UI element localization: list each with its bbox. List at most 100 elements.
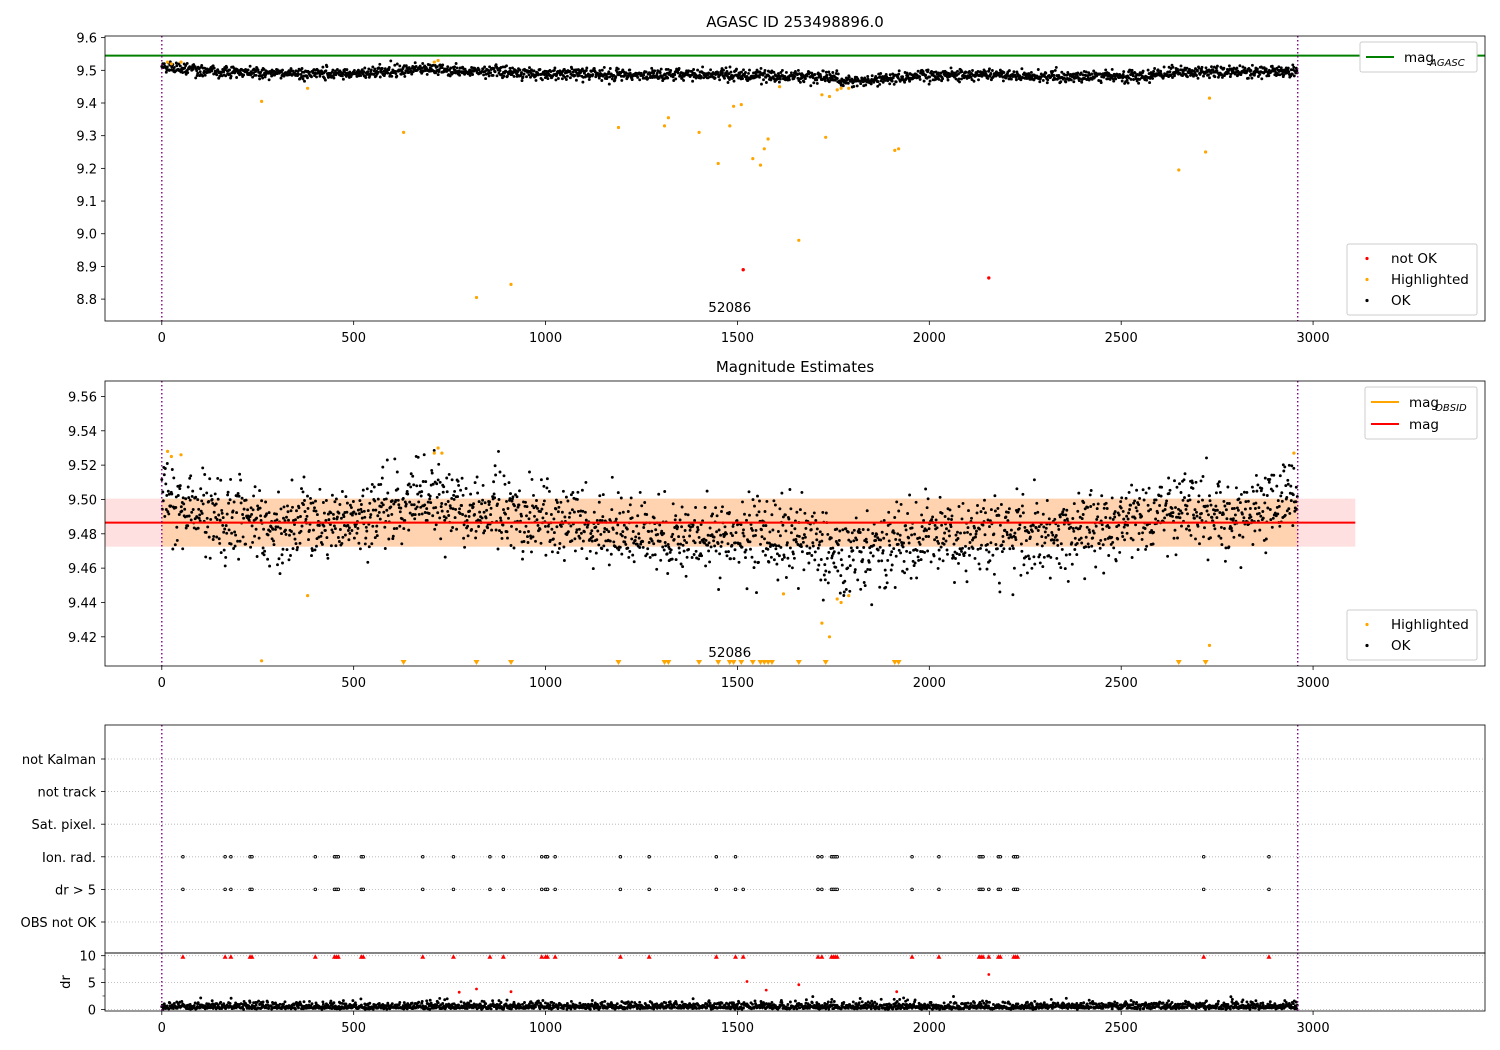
mag-ok-point	[1159, 494, 1163, 498]
mag-ok-point	[934, 518, 938, 522]
mag-ok-point	[1277, 504, 1281, 508]
mag-ok-point	[815, 538, 819, 542]
agasc-ok-point	[949, 66, 953, 70]
mag-ok-point	[375, 534, 379, 538]
mag-ok-point	[539, 510, 542, 514]
mag-ok-point	[204, 555, 208, 559]
mag-ok-point	[1072, 529, 1076, 533]
mag-ok-point	[232, 547, 236, 550]
mag-ok-point	[777, 554, 781, 558]
mag-ok-point	[308, 528, 311, 532]
mag-ok-point	[250, 524, 254, 528]
mag-ok-point	[521, 550, 525, 553]
mag-ok-point	[919, 558, 923, 562]
agasc-ok-point	[807, 70, 811, 74]
mag-ok-point	[242, 507, 246, 511]
agasc-ok-point	[413, 61, 417, 65]
agasc-ok-point	[276, 68, 279, 72]
mag-ok-point	[609, 552, 613, 556]
mag-ok-point	[960, 549, 963, 553]
mag-ok-point	[1244, 500, 1248, 504]
mag-ok-point	[1011, 547, 1015, 550]
mag-ok-point	[481, 483, 485, 487]
mag-ok-point	[905, 567, 909, 571]
mag-ok-point	[831, 546, 835, 550]
mag-ok-point	[764, 524, 768, 528]
flag-event-marker	[835, 887, 839, 892]
flag-event-marker	[835, 855, 839, 859]
mag-ok-point	[816, 546, 820, 550]
agasc-ok-point	[760, 82, 763, 86]
agasc-ok-point	[777, 74, 781, 78]
mag-ok-point	[436, 511, 440, 515]
mag-ok-point	[219, 478, 223, 482]
mag-ok-point	[643, 501, 647, 504]
mag-ok-point	[511, 495, 515, 499]
mag-ok-point	[364, 536, 368, 540]
mag-ok-point	[1290, 464, 1294, 468]
mag-ok-point	[811, 541, 815, 545]
agasc-ok-point	[879, 79, 883, 83]
mag-ok-point	[575, 497, 579, 501]
mag-ok-point	[332, 524, 336, 528]
mag-ok-point	[469, 492, 473, 496]
agasc-ok-point	[471, 73, 475, 76]
mag-ok-point	[1227, 545, 1231, 549]
mag-ok-point	[220, 508, 224, 512]
flag-event-marker	[1201, 855, 1206, 859]
agasc-ok-point	[491, 73, 495, 77]
agasc-ok-point	[758, 70, 762, 74]
mag-ok-point	[629, 496, 633, 500]
agasc-ok-point	[1260, 77, 1264, 81]
mag-ok-point	[333, 500, 337, 504]
agasc-ok-point	[1196, 76, 1200, 80]
mag-ok-point	[311, 501, 315, 505]
mag-ok-point	[184, 497, 188, 501]
mag-ok-point	[196, 498, 200, 502]
mag-ok-point	[925, 528, 929, 532]
mag-ok-point	[1186, 512, 1189, 516]
mag-ok-point	[230, 516, 234, 520]
agasc-ok-point	[498, 69, 502, 72]
mag-ok-point	[425, 507, 429, 511]
mag-ok-point	[1224, 546, 1228, 550]
mag-ok-point	[437, 462, 441, 466]
agasc-ok-point	[1227, 64, 1231, 68]
mag-ok-point	[544, 553, 548, 557]
mag-ok-point	[244, 498, 248, 502]
mag-ok-point	[864, 570, 868, 574]
mag-ok-point	[1249, 515, 1253, 519]
mag-ok-point	[1079, 524, 1083, 528]
agasc-ok-point	[421, 62, 425, 65]
flag-event-marker	[361, 855, 366, 859]
mag-ok-point	[288, 533, 291, 537]
mag-ok-point	[954, 557, 957, 560]
agasc-ok-point	[664, 67, 668, 71]
agasc-ok-point	[500, 72, 504, 76]
agasc-ok-point	[435, 65, 439, 69]
mag-ok-point	[991, 553, 995, 557]
mag-ok-point	[165, 462, 169, 465]
agasc-ok-point	[813, 73, 817, 76]
agasc-ok-point	[864, 83, 868, 87]
agasc-ok-point	[568, 70, 572, 73]
mag-ok-point	[466, 524, 470, 528]
mag-ok-point	[729, 557, 732, 561]
mag-ok-point	[1020, 549, 1024, 553]
agasc-ok-point	[1084, 70, 1088, 74]
mag-ok-point	[770, 513, 774, 517]
mag-below-range-marker	[768, 660, 775, 665]
mag-ok-point	[650, 539, 654, 543]
mag-ok-point	[852, 528, 856, 532]
mag-ok-point	[749, 547, 752, 551]
mag-ok-point	[1184, 507, 1188, 511]
agasc-ok-point	[692, 68, 696, 71]
mag-ok-point	[207, 535, 211, 539]
agasc-highlighted-point	[260, 99, 264, 103]
mag-ok-point	[408, 511, 412, 515]
agasc-ok-point	[859, 82, 863, 86]
agasc-ok-point	[682, 78, 686, 82]
mag-ok-point	[1035, 501, 1039, 505]
mag-ok-point	[458, 512, 462, 515]
mag-ok-point	[566, 499, 570, 503]
